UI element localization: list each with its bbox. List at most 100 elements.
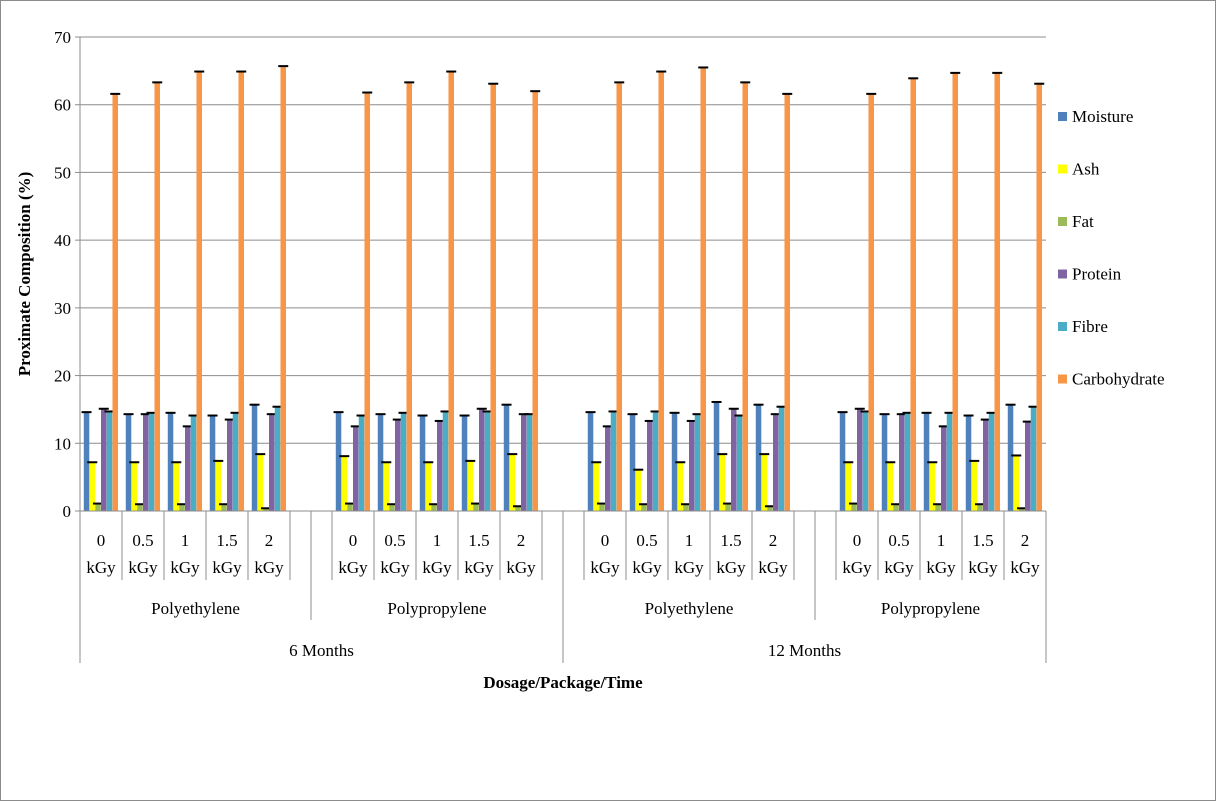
x-package-label: Polyethylene <box>645 599 734 618</box>
bar-fat <box>137 504 143 511</box>
bar-moisture <box>713 401 720 511</box>
bar-fibre <box>106 411 113 511</box>
bar-moisture <box>1007 404 1014 511</box>
x-tick-label-value: 0.5 <box>636 531 657 550</box>
bar-ash <box>467 460 474 511</box>
legend-label: Fibre <box>1072 317 1108 336</box>
x-tick-label-value: 0.5 <box>384 531 405 550</box>
x-axis-title: Dosage/Package/Time <box>483 673 643 692</box>
x-tick-label-unit: kGy <box>380 558 410 577</box>
bar-fat <box>725 503 731 511</box>
bar-protein <box>689 420 695 511</box>
bar-protein <box>605 426 611 511</box>
x-tick-label-unit: kGy <box>632 558 662 577</box>
bar-fibre <box>988 412 995 511</box>
x-tick-label-value: 2 <box>517 531 526 550</box>
bar-ash <box>341 456 348 511</box>
x-tick-label-unit: kGy <box>422 558 452 577</box>
legend-swatch-moisture <box>1058 112 1067 121</box>
y-axis-ticks: 0 10 20 30 40 50 60 70 <box>54 28 81 521</box>
bar-fat <box>851 503 857 511</box>
x-tick-label-value: 0 <box>97 531 106 550</box>
x-tick-label-unit: kGy <box>716 558 746 577</box>
bar-ash <box>845 462 852 511</box>
bar-carbohydrate <box>448 71 454 511</box>
bar-fat <box>221 504 227 511</box>
legend-label: Protein <box>1072 265 1122 284</box>
bar-carbohydrate <box>280 66 286 512</box>
x-time-label: 6 Months <box>289 641 354 660</box>
bar-ash <box>215 460 222 511</box>
legend-label: Moisture <box>1072 107 1133 126</box>
bar-moisture <box>923 412 930 511</box>
x-tick-label-unit: kGy <box>590 558 620 577</box>
legend-swatch-carbohydrate <box>1058 374 1067 384</box>
x-tick-label-unit: kGy <box>926 558 956 577</box>
x-tick-label-value: 0.5 <box>888 531 909 550</box>
bar-ash <box>1013 455 1020 511</box>
bar-moisture <box>671 412 678 511</box>
bar-fat <box>431 504 437 511</box>
legend-swatch-ash <box>1058 164 1067 174</box>
bar-protein <box>353 426 359 511</box>
bar-fat <box>599 503 605 511</box>
bar-protein <box>941 426 947 511</box>
x-tick-label-value: 1.5 <box>216 531 237 550</box>
bar-fibre <box>736 415 743 511</box>
x-tick-label-value: 1 <box>433 531 442 550</box>
bar-carbohydrate <box>952 72 958 511</box>
bar-fat <box>515 506 521 511</box>
bar-ash <box>719 454 726 511</box>
x-tick-label-unit: kGy <box>968 558 998 577</box>
bar-carbohydrate <box>532 91 538 512</box>
bar-carbohydrate <box>742 82 748 512</box>
bar-moisture <box>881 414 888 511</box>
bar-ash <box>383 462 390 511</box>
bar-moisture <box>965 415 972 511</box>
legend-label: Ash <box>1072 160 1100 179</box>
x-tick-label-unit: kGy <box>338 558 368 577</box>
bar-protein <box>395 419 401 511</box>
bar-ash <box>89 462 96 511</box>
x-tick-label-value: 1.5 <box>720 531 741 550</box>
x-tick-label-value: 1.5 <box>468 531 489 550</box>
legend-swatch-fibre <box>1058 322 1067 331</box>
bar-fibre <box>484 411 491 511</box>
y-tick-label: 30 <box>54 299 71 318</box>
x-tick-label-value: 1 <box>937 531 946 550</box>
bar-moisture <box>503 404 510 511</box>
bar-fat <box>641 504 647 511</box>
x-tick-label-value: 1 <box>181 531 190 550</box>
x-tick-label-value: 0 <box>349 531 358 550</box>
x-tick-label-value: 0 <box>853 531 862 550</box>
bar-fibre <box>652 411 659 511</box>
x-tick-label-unit: kGy <box>506 558 536 577</box>
bar-protein <box>227 419 233 511</box>
bar-protein <box>731 408 737 511</box>
y-tick-label: 50 <box>54 163 71 182</box>
bar-fat <box>347 503 353 511</box>
bar-fibre <box>442 411 449 511</box>
bar-protein <box>1025 421 1031 511</box>
bar-moisture <box>335 412 342 511</box>
bar-carbohydrate <box>154 82 160 512</box>
bar-fat <box>389 504 395 511</box>
bar-carbohydrate <box>238 71 244 511</box>
y-tick-label: 40 <box>54 231 71 250</box>
x-time-label: 12 Months <box>768 641 841 660</box>
bar-ash <box>425 462 432 511</box>
x-tick-label-unit: kGy <box>758 558 788 577</box>
bar-protein <box>773 414 779 511</box>
bar-fibre <box>274 406 281 511</box>
bar-carbohydrate <box>868 93 874 511</box>
x-package-label: Polypropylene <box>881 599 980 618</box>
x-tick-label-unit: kGy <box>1010 558 1040 577</box>
x-tick-label-unit: kGy <box>170 558 200 577</box>
bar-fat <box>473 503 479 511</box>
bar-fat <box>263 508 269 511</box>
bar-ash <box>509 454 516 511</box>
bar-ash <box>929 462 936 511</box>
bar-fibre <box>904 412 911 511</box>
